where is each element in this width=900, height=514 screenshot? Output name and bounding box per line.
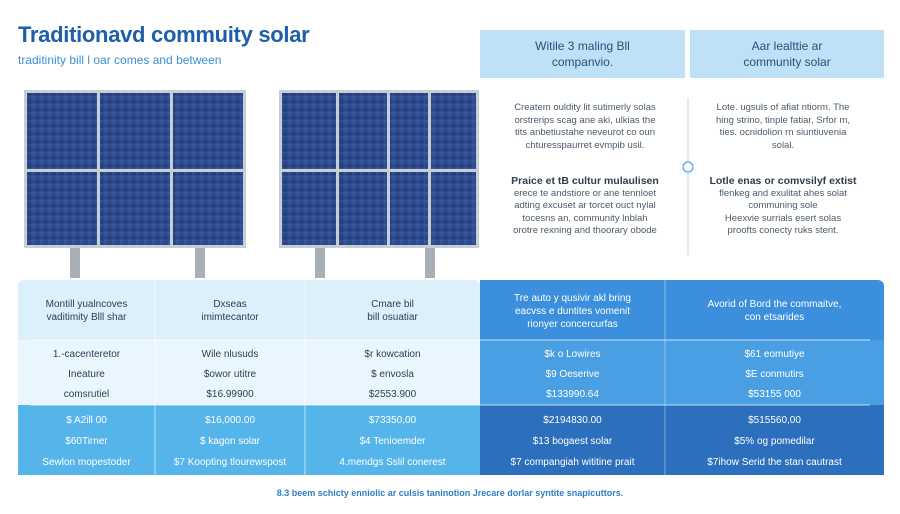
header-line: Avorid of Bord the commaitve, bbox=[707, 299, 842, 310]
table-cell: $ A2ill 00 bbox=[66, 414, 107, 426]
paragraph: Lote. ugsuls of afiat ntiorm. The hing st… bbox=[698, 102, 868, 152]
header-line: con etsarides bbox=[744, 312, 805, 323]
text-line: tits anbetiustahe neveurot co oun bbox=[515, 127, 655, 138]
text-line: tocesns an, community lnblah bbox=[522, 212, 648, 224]
table-cell: $13 bogaest solar bbox=[532, 435, 613, 447]
table-cell: $owor utitre bbox=[203, 368, 257, 380]
header-cell: Tre auto y qusivir akl bring eacvss e dun… bbox=[480, 282, 665, 340]
text-line: flenkeg and exulitat ahes solat bbox=[719, 187, 847, 199]
header-line: eacvss e duntites vomenit bbox=[514, 305, 631, 317]
text-line: erece te andstiore or ane tennloet bbox=[513, 187, 657, 199]
header-line: rionyer concercurfas bbox=[527, 318, 618, 330]
comparison-heading-left: Witile 3 maling Bll companvio. bbox=[480, 30, 685, 78]
table-cell: $7 Koopting tlourewspost bbox=[173, 456, 287, 468]
table-cell: $r kowcation bbox=[364, 348, 421, 360]
table-cell: $7 compangiah wititine prait bbox=[510, 456, 635, 468]
table-cell: Wile nlusuds bbox=[201, 348, 259, 360]
table-cell: $E conmutirs bbox=[745, 368, 804, 380]
table-cell: $53155 000 bbox=[748, 388, 801, 400]
table-cell: Sewlon mopestoder bbox=[42, 456, 131, 468]
table-cell: $7ihow Serid the stan cautrast bbox=[707, 456, 842, 468]
header-cell: Dxseas imimtecantor bbox=[155, 282, 305, 340]
table-cell: $ kagon solar bbox=[199, 435, 261, 447]
heading-line: Witile 3 maling Bll bbox=[535, 39, 630, 53]
text-line: orotre rexning and thoorary obode bbox=[513, 225, 657, 236]
table-cell: $ envosla bbox=[371, 368, 414, 380]
header-line: Cmare bil bbox=[371, 299, 414, 310]
heading-line: Aar lealttie ar bbox=[751, 39, 823, 53]
header-cell: Cmare bil bill osuatiar bbox=[305, 282, 480, 340]
text-line: communing sole bbox=[748, 200, 818, 211]
paragraph: Createm ouldity lit sutimerly solas orstr… bbox=[490, 102, 680, 152]
text-line: adting excuset ar torcet ouct nylal bbox=[514, 200, 656, 211]
footer-note: 8.3 beem schicty enniolic ar culsis tani… bbox=[276, 488, 624, 498]
table-cell: $16,000.00 bbox=[204, 414, 256, 426]
header-line: Tre auto y qusivir akl bring bbox=[514, 292, 631, 304]
text-line: proofts conecty ruks stent. bbox=[727, 225, 839, 236]
header-cell: Montill yualncoves vaditimity Blll shar bbox=[18, 282, 155, 340]
table-cell: $2194830.00 bbox=[543, 414, 602, 426]
table-cell: $515560,00 bbox=[748, 414, 801, 426]
text-line: Praice et tB cultur mulaulisen bbox=[511, 175, 659, 187]
table-cell: $k o Lowires bbox=[544, 348, 601, 360]
header-line: vaditimity Blll shar bbox=[46, 312, 127, 323]
text-line: Createm ouldity lit sutimerly solas bbox=[514, 102, 656, 113]
table-cell: $61 eomutiye bbox=[744, 348, 805, 360]
text-line: hing strino, tinple fatiar, Srfor m, bbox=[715, 114, 851, 126]
paragraph: Lotle enas or comvsilyf extist flenkeg an… bbox=[698, 175, 868, 238]
header-line: bill osuatiar bbox=[367, 312, 418, 323]
text-line: solal. bbox=[771, 139, 795, 151]
table-cell: Ineature bbox=[68, 368, 105, 380]
text-line: ties. ocnidolion rn siuntiuvenia bbox=[719, 127, 847, 138]
header-line: imimtecantor bbox=[201, 312, 259, 323]
table-cell: 4.mendgs Sslil conerest bbox=[339, 456, 446, 468]
comparison-heading-right: Aar lealttie ar community solar bbox=[690, 30, 884, 78]
table-cell: 1.-cacenteretor bbox=[52, 348, 121, 360]
title: Traditionavd commuity solar bbox=[18, 22, 310, 47]
subtitle: traditinity bill l oar comes and between bbox=[18, 53, 222, 67]
table-cell: $73350,00 bbox=[368, 414, 417, 426]
table-cell: $9 Oeserive bbox=[545, 368, 600, 380]
table-cell: $133990.64 bbox=[546, 388, 599, 400]
solar-panel-left bbox=[24, 90, 246, 278]
table-cell: $5% og pomedilar bbox=[734, 435, 815, 447]
heading-line: community solar bbox=[743, 55, 831, 69]
header-line: Montill yualncoves bbox=[45, 299, 128, 310]
table-cell: $4 Tenioemder bbox=[359, 435, 426, 447]
header-line: Dxseas bbox=[213, 299, 247, 310]
header-cell: Avorid of Bord the commaitve, con etsarid… bbox=[665, 282, 884, 340]
table-cell: comsrutiel bbox=[63, 388, 110, 400]
table-background bbox=[18, 280, 884, 475]
table-cell: $2553.900 bbox=[368, 388, 417, 400]
text-line: Lote. ugsuls of afiat ntiorm. The bbox=[716, 102, 850, 113]
table-cell: $60Tirner bbox=[65, 435, 108, 447]
text-line: chturesspaurret evmpib usil. bbox=[525, 139, 645, 151]
paragraph: Praice et tB cultur mulaulisen erece te a… bbox=[490, 175, 680, 238]
divider-icon bbox=[682, 161, 694, 173]
heading-line: companvio. bbox=[551, 55, 614, 69]
solar-panel-right bbox=[279, 90, 479, 278]
text-line: Heexvie surrials esert solas bbox=[724, 212, 842, 224]
table-cell: $16.99900 bbox=[206, 388, 254, 400]
text-line: Lotle enas or comvsilyf extist bbox=[709, 175, 857, 187]
text-line: orstrerips scag ane aki, ulkias the bbox=[514, 114, 656, 126]
